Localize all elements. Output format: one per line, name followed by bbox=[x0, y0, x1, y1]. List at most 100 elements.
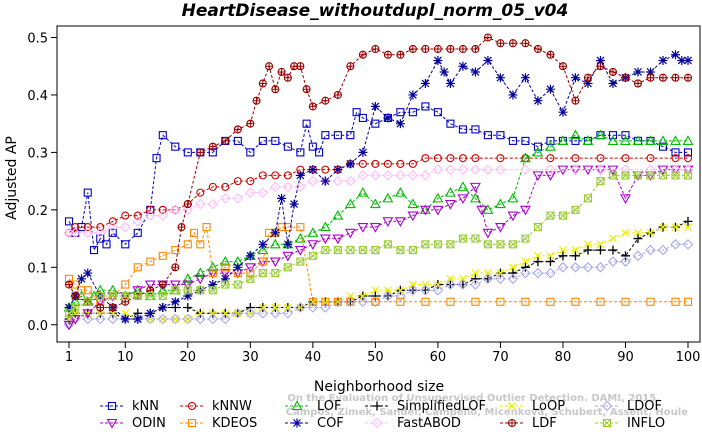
data-point bbox=[571, 96, 580, 105]
x-tick-label: 1 bbox=[65, 350, 73, 365]
data-point bbox=[521, 136, 530, 145]
legend-label: COF bbox=[317, 416, 344, 431]
data-point bbox=[520, 164, 531, 175]
data-point bbox=[282, 307, 294, 319]
data-point bbox=[121, 211, 130, 220]
data-point bbox=[532, 267, 544, 279]
series-line bbox=[68, 105, 688, 252]
data-point bbox=[332, 175, 344, 187]
data-point bbox=[257, 307, 269, 319]
data-point bbox=[432, 285, 444, 296]
data-point bbox=[607, 256, 619, 267]
data-point bbox=[383, 50, 392, 59]
data-point bbox=[483, 240, 492, 249]
data-point bbox=[558, 246, 567, 255]
data-point bbox=[295, 181, 306, 193]
data-point bbox=[608, 131, 618, 140]
data-point bbox=[219, 255, 231, 266]
data-point bbox=[307, 175, 319, 187]
data-point bbox=[496, 131, 505, 140]
data-point bbox=[196, 309, 205, 318]
data-point bbox=[645, 164, 656, 175]
data-point bbox=[182, 313, 194, 325]
data-point bbox=[471, 154, 480, 163]
data-point bbox=[182, 204, 194, 216]
data-point bbox=[546, 211, 555, 220]
data-point bbox=[457, 194, 469, 204]
data-point bbox=[83, 286, 92, 295]
data-point bbox=[82, 227, 94, 239]
data-point bbox=[169, 280, 181, 291]
data-point bbox=[308, 102, 317, 111]
data-point bbox=[64, 280, 74, 289]
data-point bbox=[507, 192, 519, 203]
data-point bbox=[433, 280, 442, 289]
y-tick-label: 0.5 bbox=[27, 31, 48, 46]
data-point bbox=[683, 297, 693, 306]
data-point bbox=[396, 297, 405, 306]
data-point bbox=[96, 223, 105, 232]
data-point bbox=[583, 245, 593, 255]
data-point bbox=[621, 297, 630, 306]
data-point bbox=[408, 90, 418, 100]
plot-frame bbox=[56, 25, 701, 343]
data-point bbox=[433, 154, 442, 163]
data-point bbox=[621, 154, 630, 163]
data-point bbox=[283, 303, 292, 312]
data-point bbox=[146, 291, 155, 301]
data-point bbox=[171, 205, 180, 214]
data-point bbox=[370, 170, 381, 181]
x-tick-label: 100 bbox=[676, 350, 701, 365]
data-point bbox=[570, 251, 580, 261]
data-point bbox=[657, 165, 669, 176]
data-point bbox=[445, 78, 455, 88]
data-point bbox=[71, 303, 80, 312]
data-point bbox=[321, 165, 330, 174]
data-point bbox=[684, 223, 692, 232]
data-point bbox=[407, 170, 419, 181]
data-point bbox=[482, 204, 494, 214]
data-point bbox=[107, 313, 119, 325]
legend-label: kNN bbox=[132, 399, 159, 414]
y-tick-label: 0.1 bbox=[27, 261, 48, 276]
data-point bbox=[265, 62, 274, 71]
data-point bbox=[645, 244, 656, 256]
y-tick-label: 0.3 bbox=[27, 146, 48, 161]
data-point bbox=[321, 297, 330, 306]
data-point bbox=[371, 119, 380, 128]
legend-label: kNNW bbox=[212, 399, 252, 414]
data-point bbox=[308, 251, 317, 260]
data-point bbox=[258, 239, 268, 249]
data-point bbox=[420, 285, 431, 296]
data-point bbox=[495, 164, 506, 175]
data-point bbox=[333, 297, 342, 306]
legend-item-ldf: LDF bbox=[500, 416, 557, 431]
data-point bbox=[383, 159, 392, 168]
data-point bbox=[439, 67, 449, 77]
data-point bbox=[608, 67, 618, 77]
data-point bbox=[302, 85, 311, 94]
data-point bbox=[382, 192, 394, 203]
data-point bbox=[521, 234, 530, 243]
data-point bbox=[582, 165, 594, 176]
data-point bbox=[620, 164, 631, 175]
data-point bbox=[683, 216, 693, 226]
data-point bbox=[407, 198, 419, 209]
data-point bbox=[82, 313, 94, 325]
data-point bbox=[96, 234, 105, 243]
data-point bbox=[157, 284, 169, 295]
data-point bbox=[433, 55, 443, 65]
data-point bbox=[208, 280, 218, 290]
data-point bbox=[308, 142, 317, 151]
data-point bbox=[195, 198, 206, 210]
data-point bbox=[521, 297, 530, 306]
data-point bbox=[346, 246, 355, 255]
data-point bbox=[545, 84, 555, 94]
data-point bbox=[221, 182, 230, 191]
data-point bbox=[171, 286, 180, 295]
data-point bbox=[333, 246, 342, 255]
data-point bbox=[671, 171, 680, 180]
series-lof bbox=[63, 129, 694, 312]
data-point bbox=[258, 79, 267, 88]
data-point bbox=[82, 309, 94, 319]
